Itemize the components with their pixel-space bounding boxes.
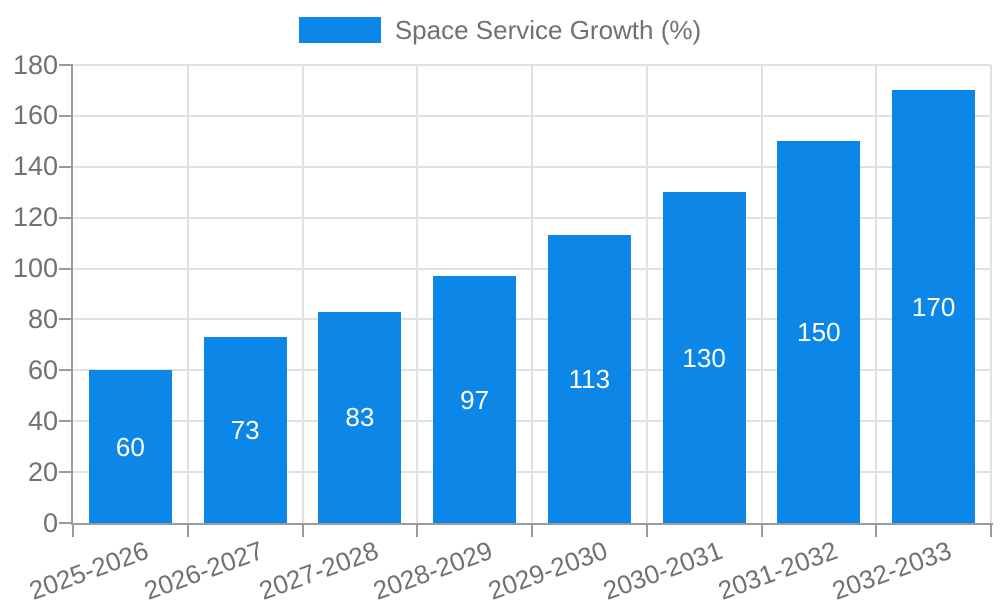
bar-value-label: 130 <box>682 342 726 373</box>
gridline-v <box>531 65 533 523</box>
gridline-v <box>301 65 304 523</box>
y-axis-tick-label: 80 <box>27 303 58 334</box>
bar-2032-2033[interactable] <box>892 90 976 523</box>
gridline-v <box>416 65 419 523</box>
bar-value-label: 60 <box>115 431 145 462</box>
bar-2026-2027[interactable] <box>203 337 287 523</box>
legend-label[interactable]: Space Service Growth (%) <box>394 15 702 45</box>
y-axis-tick <box>59 64 73 66</box>
y-axis-tick <box>59 114 73 117</box>
y-axis-tick <box>59 267 73 270</box>
x-axis-tick <box>760 523 763 537</box>
x-axis-tick <box>531 523 533 537</box>
y-axis-tick <box>59 522 73 524</box>
bar-value-label: 73 <box>230 415 260 446</box>
y-axis-tick-label: 160 <box>12 100 58 131</box>
x-axis-tick-label: 2029-2030 <box>484 535 612 600</box>
y-axis-tick <box>59 165 73 168</box>
bar-value-label: 97 <box>460 384 490 415</box>
bar-value-label: 83 <box>345 402 375 433</box>
gridline-v <box>760 65 763 523</box>
x-axis-tick <box>990 523 992 537</box>
x-axis-tick <box>186 523 189 537</box>
bar-2029-2030[interactable] <box>547 235 631 523</box>
x-axis-tick <box>72 523 74 537</box>
bar-2030-2031[interactable] <box>662 192 746 523</box>
y-axis-tick-label: 40 <box>27 405 58 436</box>
y-axis-tick-label: 120 <box>12 202 58 233</box>
y-axis-tick <box>59 420 73 423</box>
bar-2031-2032[interactable] <box>777 141 861 523</box>
x-axis-tick-label: 2032-2033 <box>828 535 956 600</box>
gridline-v <box>186 65 189 523</box>
bar-2028-2029[interactable] <box>433 276 517 523</box>
y-axis-tick <box>59 318 73 321</box>
bar-2025-2026[interactable] <box>88 370 172 523</box>
gridline-v <box>990 65 992 523</box>
y-axis-tick-label: 140 <box>12 151 58 182</box>
x-axis-tick <box>301 523 304 537</box>
bar-2027-2028[interactable] <box>318 311 402 523</box>
x-axis-tick-label: 2028-2029 <box>369 535 497 600</box>
gridline-v <box>645 65 648 523</box>
x-axis-tick-label: 2030-2031 <box>598 535 727 600</box>
y-axis-tick-label: 180 <box>12 49 58 80</box>
legend: Space Service Growth (%) <box>0 14 1000 46</box>
x-axis-tick <box>416 523 419 537</box>
x-axis-tick <box>645 523 648 537</box>
legend-swatch[interactable] <box>298 17 381 43</box>
x-axis-tick-label: 2026-2027 <box>139 535 268 600</box>
x-axis-tick-label: 2025-2026 <box>25 535 153 600</box>
y-axis-tick-label: 60 <box>27 354 58 385</box>
y-axis-tick-label: 100 <box>12 253 58 284</box>
bar-value-label: 150 <box>797 317 841 348</box>
x-axis-tick-label: 2027-2028 <box>254 535 382 600</box>
y-axis-tick <box>59 471 73 474</box>
x-axis-tick-label: 2031-2032 <box>713 535 841 600</box>
y-axis-line <box>71 65 73 525</box>
y-axis-tick-label: 0 <box>42 507 58 538</box>
bar-value-label: 113 <box>568 364 611 395</box>
y-axis-tick <box>59 216 73 219</box>
gridline-v <box>875 65 878 523</box>
x-axis-tick <box>875 523 878 537</box>
bar-value-label: 170 <box>911 291 956 322</box>
y-axis-tick-label: 20 <box>27 456 58 487</box>
y-axis-tick <box>59 369 73 372</box>
